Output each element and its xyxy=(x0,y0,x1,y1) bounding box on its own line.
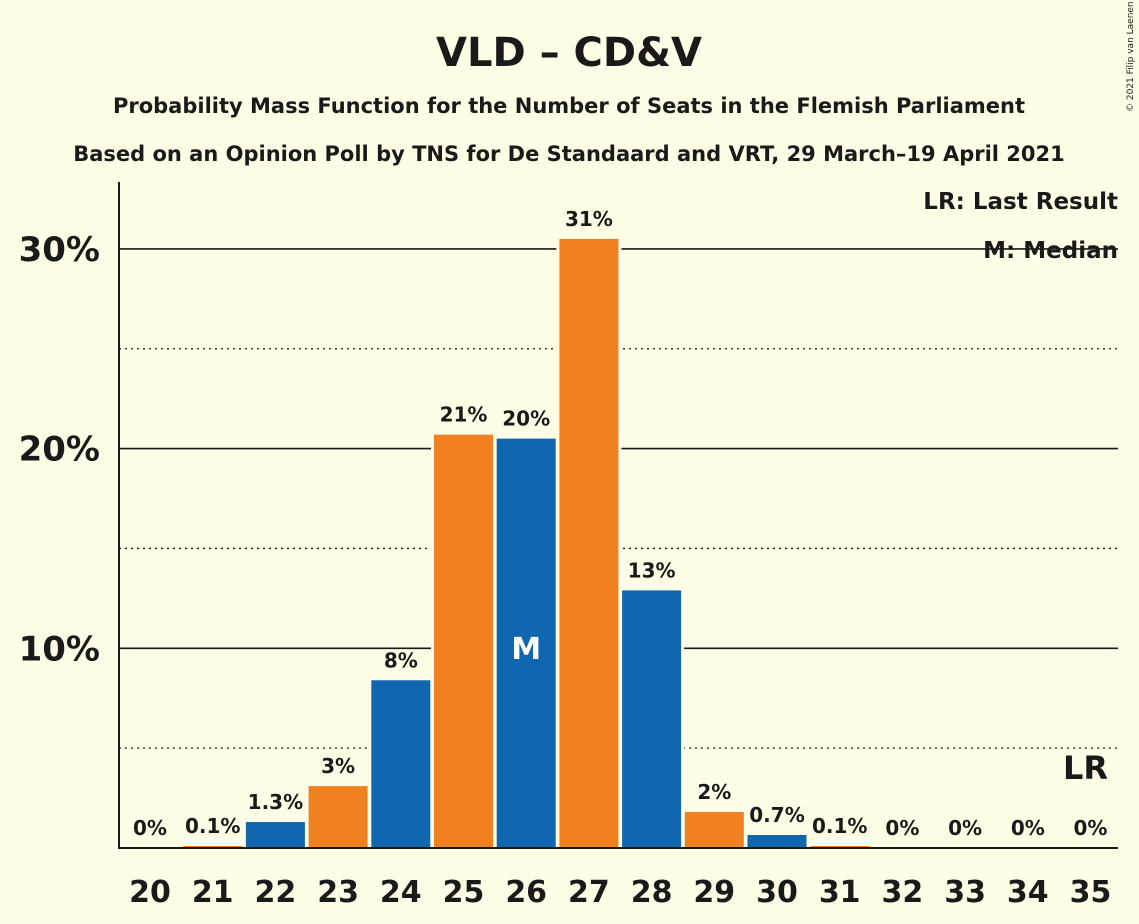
bar xyxy=(434,434,493,848)
data-label: 0% xyxy=(1011,816,1045,840)
chart-subtitle-1: Probability Mass Function for the Number… xyxy=(113,94,1025,118)
x-tick-label: 30 xyxy=(756,875,798,910)
x-tick-label: 34 xyxy=(1007,875,1049,910)
bar xyxy=(559,238,619,849)
y-tick-label: 30% xyxy=(19,230,100,270)
chart-subtitle-2: Based on an Opinion Poll by TNS for De S… xyxy=(73,142,1065,166)
data-label: 0.1% xyxy=(812,814,867,838)
x-tick-label: 26 xyxy=(505,875,547,910)
data-label: 8% xyxy=(384,648,418,672)
x-tick-label: 21 xyxy=(192,875,234,910)
x-tick-label: 33 xyxy=(944,875,986,910)
chart-title: VLD – CD&V xyxy=(436,30,702,76)
x-tick-label: 24 xyxy=(380,875,422,910)
x-tick-label: 25 xyxy=(443,875,485,910)
last-result-marker: LR xyxy=(1063,749,1108,787)
legend-median: M: Median xyxy=(983,238,1118,264)
x-tick-label: 35 xyxy=(1070,875,1112,910)
data-label: 0% xyxy=(1074,816,1108,840)
data-label: 0% xyxy=(133,816,167,840)
bars: M xyxy=(180,235,873,849)
y-tick-label: 20% xyxy=(19,430,100,470)
x-tick-label: 22 xyxy=(255,875,297,910)
x-axis-ticks: 20 21 22 23 24 25 26 27 28 29 30 31 32 33 34 35 xyxy=(129,875,1111,910)
bar xyxy=(684,812,744,848)
data-label: 0% xyxy=(885,816,919,840)
x-tick-label: 32 xyxy=(882,875,924,910)
bar-halo xyxy=(807,843,873,848)
data-label: 3% xyxy=(321,754,355,778)
legend-last-result: LR: Last Result xyxy=(923,189,1118,215)
bar xyxy=(622,590,682,848)
x-tick-label: 23 xyxy=(317,875,359,910)
bar xyxy=(496,438,556,848)
median-marker: M xyxy=(511,632,541,667)
data-label: 0% xyxy=(948,816,982,840)
y-tick-label: 10% xyxy=(19,629,100,669)
bar xyxy=(245,822,305,848)
bar xyxy=(308,786,368,848)
data-label: 20% xyxy=(502,407,550,431)
bar-halo xyxy=(180,843,246,848)
x-tick-label: 29 xyxy=(693,875,735,910)
data-label: 13% xyxy=(628,558,676,582)
copyright-text: © 2021 Filip van Laenen xyxy=(1126,1,1136,112)
data-label: 1.3% xyxy=(248,790,303,814)
bar xyxy=(747,835,807,848)
bar xyxy=(371,680,431,848)
x-tick-label: 31 xyxy=(819,875,861,910)
data-label: 31% xyxy=(565,207,613,231)
x-tick-label: 28 xyxy=(631,875,673,910)
x-tick-label: 20 xyxy=(129,875,171,910)
x-tick-label: 27 xyxy=(568,875,610,910)
y-axis-ticks: 10% 20% 30% xyxy=(19,230,100,669)
data-label: 0.7% xyxy=(749,803,804,827)
data-label: 21% xyxy=(440,403,488,427)
data-label: 0.1% xyxy=(185,814,240,838)
data-label: 2% xyxy=(697,780,731,804)
data-labels: 0% 0.1% 1.3% 3% 8% 21% 20% 31% 13% 2% 0.7% 0.1% 0% 0%… xyxy=(133,207,1108,840)
